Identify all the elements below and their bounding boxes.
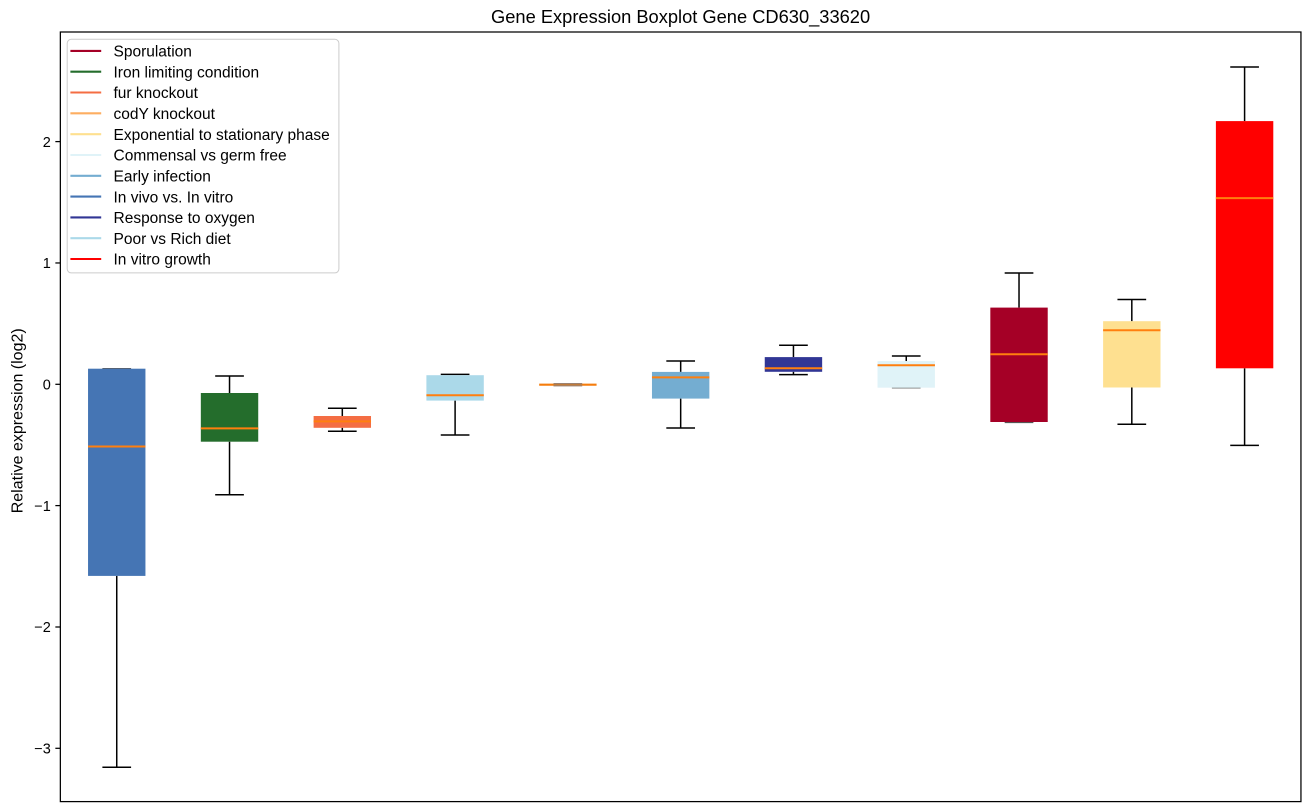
svg-text:Exponential to stationary phas: Exponential to stationary phase xyxy=(114,127,330,144)
svg-text:2: 2 xyxy=(43,135,51,151)
svg-text:Sporulation: Sporulation xyxy=(114,44,192,61)
svg-text:1: 1 xyxy=(43,256,51,272)
svg-text:codY knockout: codY knockout xyxy=(114,106,216,123)
svg-text:Relative expression (log2): Relative expression (log2) xyxy=(10,328,27,513)
svg-text:Gene Expression Boxplot Gene C: Gene Expression Boxplot Gene CD630_33620 xyxy=(491,6,870,28)
svg-text:In vitro growth: In vitro growth xyxy=(114,252,211,269)
svg-text:Response to oxygen: Response to oxygen xyxy=(114,210,255,227)
svg-text:Early infection: Early infection xyxy=(114,169,211,186)
svg-text:−2: −2 xyxy=(34,620,51,636)
svg-text:Iron limiting condition: Iron limiting condition xyxy=(114,64,260,81)
svg-text:fur knockout: fur knockout xyxy=(114,85,199,102)
svg-text:Commensal vs germ free: Commensal vs germ free xyxy=(114,148,287,165)
svg-text:−3: −3 xyxy=(34,742,51,758)
svg-text:Poor vs Rich diet: Poor vs Rich diet xyxy=(114,231,232,248)
svg-text:In vivo vs. In vitro: In vivo vs. In vitro xyxy=(114,189,234,206)
svg-text:−1: −1 xyxy=(34,499,51,515)
svg-text:0: 0 xyxy=(43,378,51,394)
